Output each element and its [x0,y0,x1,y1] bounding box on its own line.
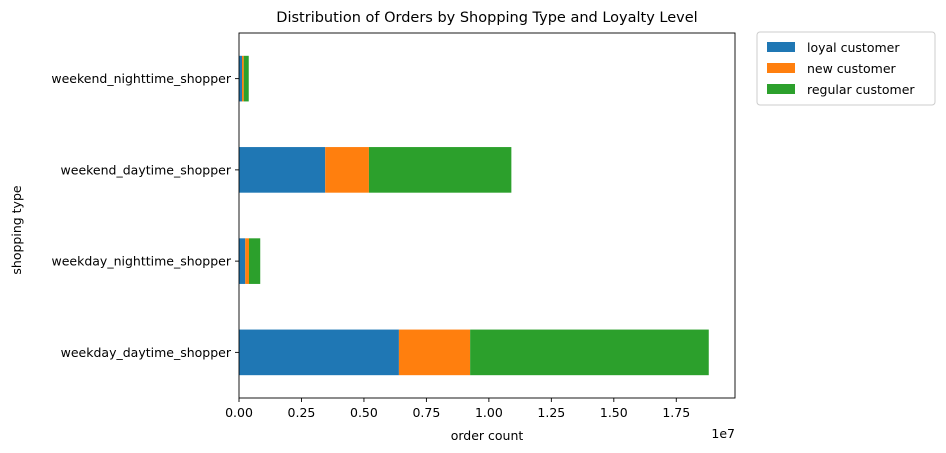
y-tick-label: weekend_nighttime_shopper [51,71,231,86]
x-axis-label: order count [451,428,524,443]
legend-label: loyal customer [807,40,900,55]
bar-segment [398,329,471,376]
y-tick-label: weekday_nighttime_shopper [51,254,231,269]
legend-swatch [767,42,795,52]
bar-segment [239,55,242,102]
legend: loyal customer new customer regular custom… [756,31,936,106]
x-tick-label: 0.25 [288,405,316,420]
bar-segment [245,238,249,284]
bar-segment [368,147,512,193]
bar-segment [248,238,261,284]
plot-frame [238,32,736,399]
legend-swatch [767,84,795,94]
x-axis-ticks: 0.00 0.25 0.50 0.75 1.00 1.25 1.50 1.75 [225,398,690,420]
y-axis-ticks: weekday_daytime_shopper weekday_nighttime… [51,71,239,360]
bar-segment [325,147,369,193]
x-tick-label: 1.50 [600,405,628,420]
y-tick-label: weekday_daytime_shopper [61,345,232,360]
bar-segment [243,55,249,102]
bar-segment [239,147,326,193]
x-tick-label: 1.75 [662,405,690,420]
x-tick-label: 0.75 [412,405,440,420]
x-tick-label: 0.50 [350,405,378,420]
chart-title: Distribution of Orders by Shopping Type … [276,10,697,26]
y-tick-label: weekend_daytime_shopper [61,162,232,177]
bar-segment [239,238,246,284]
legend-label: new customer [807,61,897,76]
bar-segment [239,329,399,376]
legend-label: regular customer [807,82,915,97]
x-tick-label: 0.00 [225,405,253,420]
x-tick-label: 1.25 [537,405,565,420]
y-axis-label: shopping type [9,185,24,274]
bar-segment [470,329,709,376]
bar-segment [241,55,244,102]
legend-box [756,31,936,106]
x-scale-label: 1e7 [711,426,735,441]
legend-swatch [767,63,795,73]
bars-group [239,55,709,376]
x-tick-label: 1.00 [475,405,503,420]
